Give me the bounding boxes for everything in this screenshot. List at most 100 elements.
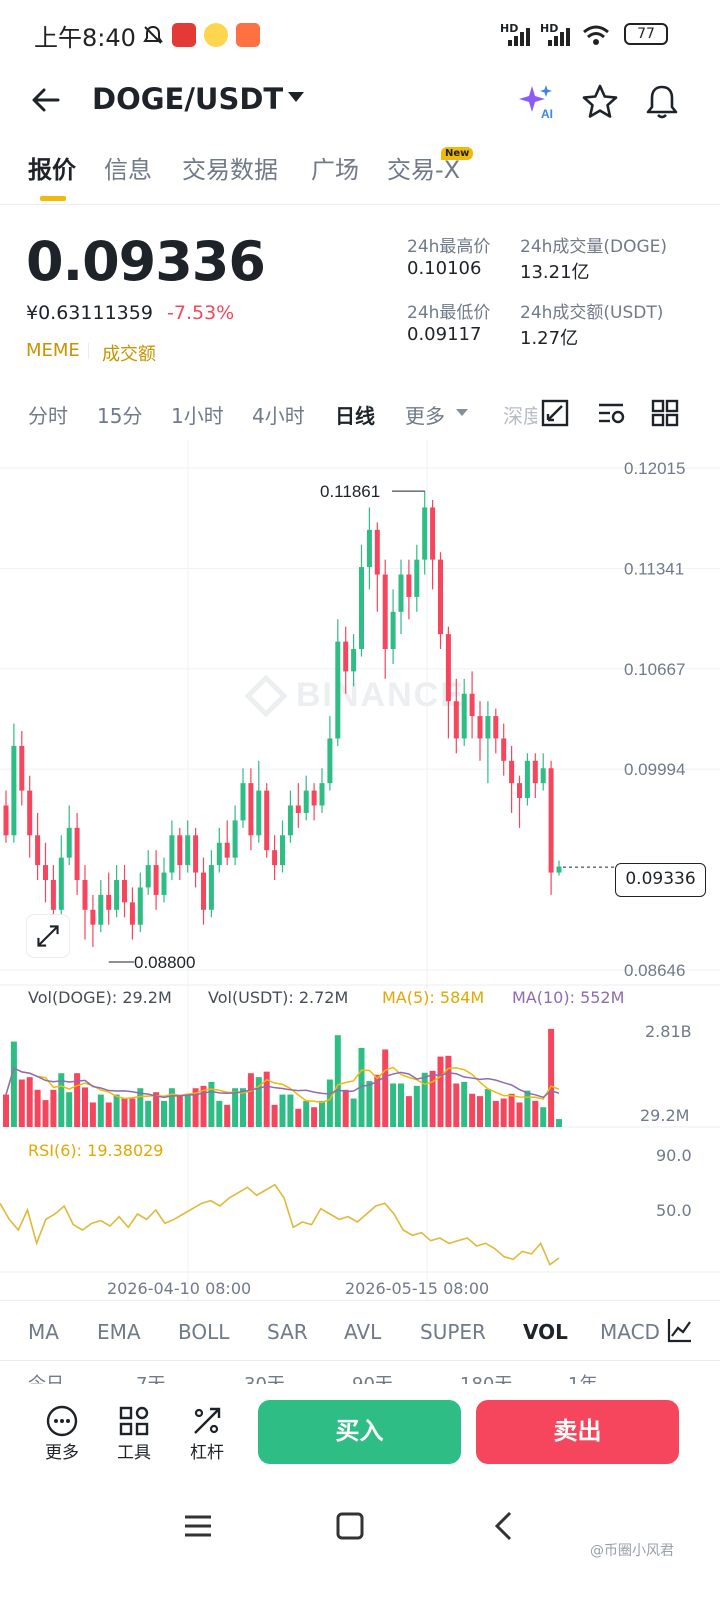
tools-label[interactable]: 工具 (117, 1443, 151, 1463)
vol-usdt-legend: Vol(USDT): 2.72M (208, 988, 349, 1007)
change-percent: -7.53% (167, 302, 235, 324)
vol-doge-value: 13.21亿 (520, 262, 590, 283)
indicator-boll[interactable]: BOLL (178, 1320, 230, 1344)
tab-trade-x[interactable]: 交易-X (387, 156, 461, 184)
interval-more[interactable]: 更多 (405, 404, 445, 428)
expand-chart-icon[interactable] (26, 914, 70, 958)
candle-body (335, 641, 341, 739)
ma10-legend: MA(10): 552M (512, 988, 625, 1007)
indicator-sar[interactable]: SAR (267, 1320, 308, 1344)
range-90d[interactable]: 90天 (352, 1370, 393, 1384)
volume-bar (548, 1028, 555, 1127)
star-icon[interactable] (580, 82, 620, 122)
candle-body (82, 880, 88, 910)
volume-bar (58, 1073, 65, 1127)
fullscreen-chart-icon[interactable] (540, 398, 570, 428)
indicator-avl[interactable]: AVL (344, 1320, 382, 1344)
candle-body (177, 835, 183, 866)
interval-1d[interactable]: 日线 (335, 404, 375, 428)
menu-nav-icon[interactable] (180, 1508, 216, 1544)
candle-body (422, 507, 428, 560)
grid-layout-icon[interactable] (650, 398, 680, 428)
interval-4h[interactable]: 4小时 (252, 404, 305, 428)
tab-trading-data[interactable]: 交易数据 (182, 156, 278, 184)
indicator-super[interactable]: SUPER (420, 1320, 486, 1344)
candle-body (66, 827, 72, 858)
volume-bar (492, 1100, 499, 1127)
candle-body (366, 529, 372, 568)
volume-bar (224, 1104, 231, 1127)
vol-usdt-value: 1.27亿 (520, 328, 579, 349)
buy-button[interactable]: 买入 (258, 1400, 461, 1464)
interval-1h[interactable]: 1小时 (171, 404, 224, 428)
leverage-icon[interactable] (190, 1404, 224, 1438)
range-180d[interactable]: 180天 (460, 1370, 512, 1384)
kline-chart[interactable]: 0.12015 0.11341 0.10667 0.09994 0.08646 BINAN… (0, 440, 720, 1300)
range-today[interactable]: 今日 (28, 1370, 64, 1384)
volume-bar (358, 1047, 365, 1127)
volume-bar (137, 1088, 144, 1127)
rsi-tick-50: 50.0 (656, 1201, 692, 1220)
volume-bar (540, 1107, 547, 1127)
tag-meme[interactable]: MEME (26, 340, 80, 361)
indicator-ema[interactable]: EMA (97, 1320, 141, 1344)
volume-bar (342, 1089, 349, 1127)
tab-square[interactable]: 广场 (311, 156, 359, 184)
chart-settings-icon[interactable] (596, 398, 626, 428)
chevron-down-icon[interactable] (288, 92, 304, 102)
range-30d[interactable]: 30天 (244, 1370, 285, 1384)
pair-title[interactable]: DOGE/USDT (92, 82, 284, 116)
leverage-label[interactable]: 杠杆 (190, 1443, 224, 1463)
status-time: 上午8:40 (34, 24, 136, 52)
more-icon[interactable] (45, 1404, 79, 1438)
volume-bar (82, 1087, 88, 1127)
range-7d[interactable]: 7天 (136, 1370, 165, 1384)
back-arrow-icon[interactable] (28, 82, 64, 118)
candle-body (43, 865, 48, 881)
bell-icon[interactable] (642, 82, 682, 122)
indicator-vol[interactable]: VOL (523, 1320, 568, 1344)
back-nav-icon[interactable] (486, 1508, 522, 1544)
ma5-legend: MA(5): 584M (382, 988, 485, 1007)
signal-hd-label-2: HD (540, 22, 559, 35)
indicator-ma[interactable]: MA (28, 1320, 59, 1344)
range-1y[interactable]: 1年 (568, 1370, 597, 1384)
tag-divider (88, 343, 89, 359)
tab-quote[interactable]: 报价 (28, 156, 76, 184)
candle-body (208, 865, 214, 910)
candle-body (35, 835, 41, 866)
shop-app-icon (236, 23, 260, 47)
y-tick-label: 0.11341 (624, 559, 684, 578)
volume-bar (524, 1090, 531, 1127)
interval-depth[interactable]: 深度 (503, 404, 537, 428)
volume-bar (129, 1098, 136, 1127)
candle-body (398, 574, 404, 612)
candle-body (319, 783, 325, 806)
more-label[interactable]: 更多 (45, 1443, 79, 1463)
volume-bar (382, 1049, 389, 1127)
sell-button[interactable]: 卖出 (476, 1400, 679, 1464)
home-nav-icon[interactable] (332, 1508, 368, 1544)
tab-info[interactable]: 信息 (104, 156, 152, 184)
volume-ma10-line (5, 1067, 560, 1099)
y-tick-label: 0.12015 (624, 459, 685, 478)
ai-sparkle-icon[interactable]: AI (516, 82, 556, 122)
candle-body (343, 641, 349, 672)
volume-bar (484, 1089, 491, 1127)
volume-bar (469, 1093, 476, 1127)
tools-icon[interactable] (117, 1404, 151, 1438)
volume-bar (200, 1085, 207, 1127)
weibo-app-icon (204, 23, 228, 47)
candle-body (524, 760, 530, 799)
interval-15m[interactable]: 15分 (97, 404, 143, 428)
tag-turnover[interactable]: 成交额 (102, 344, 156, 365)
candle-body (272, 850, 278, 866)
indicator-settings-icon[interactable] (666, 1316, 694, 1344)
interval-timeline[interactable]: 分时 (28, 404, 68, 428)
last-price-tag: 0.09336 (615, 863, 706, 897)
indicator-macd[interactable]: MACD (600, 1320, 660, 1344)
x-label-2: 2026-05-15 08:00 (345, 1279, 490, 1298)
candle-body (390, 611, 396, 650)
candle-body (27, 790, 33, 836)
bell-off-icon (143, 25, 163, 44)
